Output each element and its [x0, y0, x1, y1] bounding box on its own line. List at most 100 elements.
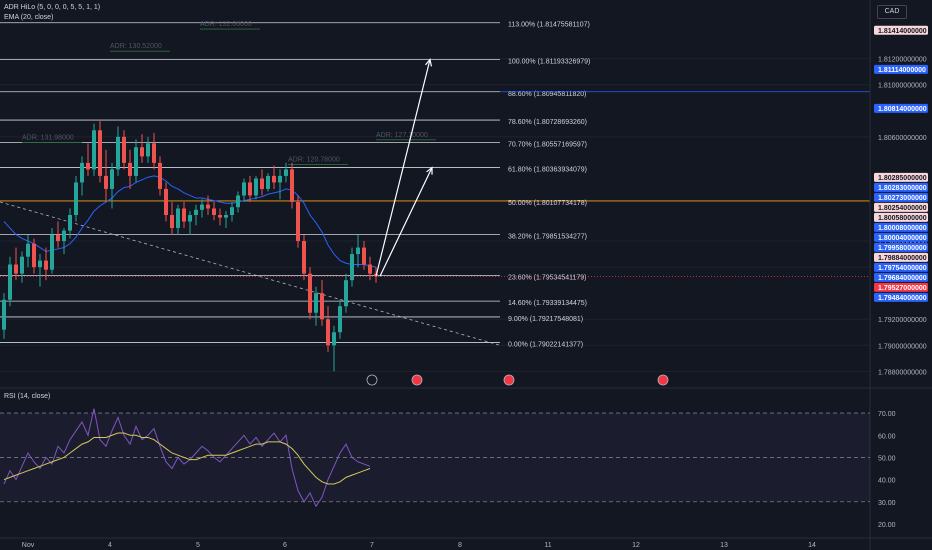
fib-level-label: 78.60% (1.80728693260) [508, 119, 587, 126]
time-tick-label: 7 [370, 542, 374, 549]
candle-body [200, 204, 204, 210]
candle-body [350, 254, 354, 281]
rsi-tick-label: 20.00 [878, 522, 896, 529]
price-tag-label: 1.79884000000 [878, 255, 927, 262]
price-tag-label: 1.80283000000 [878, 185, 927, 192]
candle-body [176, 208, 180, 229]
adr-label: ADR: 127.10000 [376, 132, 428, 139]
candle-body [38, 260, 42, 268]
price-tag-label: 1.81414000000 [878, 28, 927, 35]
projection-arrow [375, 59, 431, 277]
candle-body [218, 215, 222, 218]
candle-body [314, 293, 318, 313]
candle-body [80, 162, 84, 183]
candle-body [290, 169, 294, 202]
fib-level-label: 50.00% (1.80107734178) [508, 200, 587, 207]
candle-body [170, 215, 174, 229]
time-tick-label: 12 [632, 542, 640, 549]
price-tick-label: 1.79000000000 [878, 343, 927, 350]
adr-label: ADR: 131.98000 [22, 134, 74, 141]
candle-body [296, 201, 300, 242]
price-tag-label: 1.80285000000 [878, 175, 927, 182]
price-tag [874, 242, 928, 252]
price-tag-label: 1.80058000000 [878, 215, 927, 222]
price-tag-label: 1.79684000000 [878, 275, 927, 282]
price-tag [874, 232, 928, 242]
currency-label[interactable]: CAD [877, 5, 907, 19]
candle-body [182, 208, 186, 222]
candle-body [326, 319, 330, 346]
adr-label: ADR: 130.52000 [110, 43, 162, 50]
candle-body [362, 247, 366, 265]
candle-body [14, 264, 18, 274]
price-tick-label: 1.81200000000 [878, 57, 927, 64]
adr-hilo-indicator-title[interactable]: ADR HiLo (5, 0, 0, 0, 5, 5, 1, 1) [4, 4, 101, 11]
fib-level-label: 0.00% (1.79022141377) [508, 341, 583, 348]
time-tick-label: 14 [808, 542, 816, 549]
candle-body [110, 169, 114, 189]
time-tick-label: Nov [22, 542, 35, 549]
candle-body [338, 306, 342, 333]
candle-body [344, 280, 348, 307]
rsi-ma-line [3, 432, 371, 485]
price-tag-label: 1.79958000000 [878, 245, 927, 252]
candle-body [278, 175, 282, 183]
candle-body [20, 256, 24, 274]
fib-level-label: 61.80% (1.80363934079) [508, 167, 587, 174]
candle-body [320, 293, 324, 320]
candle-body [26, 243, 30, 257]
rsi-tick-label: 50.00 [878, 455, 896, 462]
candle-body [368, 264, 372, 274]
event-marker-icon [657, 374, 669, 386]
candle-body [92, 130, 96, 170]
price-tag [874, 64, 928, 74]
time-tick-label: 4 [108, 542, 112, 549]
price-tick-label: 1.78800000000 [878, 369, 927, 376]
rsi-indicator-title[interactable]: RSI (14, close) [4, 393, 51, 400]
candle-body [254, 178, 258, 196]
candle-body [230, 207, 234, 215]
time-tick-label: 11 [544, 542, 551, 549]
candle-body [152, 143, 156, 163]
price-tag [874, 103, 928, 113]
candle-body [272, 175, 276, 183]
candle-body [32, 243, 36, 268]
candle-body [56, 234, 60, 242]
candle-body [140, 147, 144, 157]
candle-body [308, 273, 312, 313]
rsi-tick-label: 70.00 [878, 411, 896, 418]
candle-body [146, 143, 150, 157]
candle-body [332, 332, 336, 346]
ema-indicator-title[interactable]: EMA (20, close) [4, 14, 54, 21]
adr-label: ADR: 132.06000 [200, 21, 252, 28]
candle-body [236, 195, 240, 208]
price-tag [874, 262, 928, 272]
price-tag-label: 1.80004000000 [878, 235, 927, 242]
candle-body [2, 299, 6, 330]
fib-level-label: 38.20% (1.79851534277) [508, 233, 587, 240]
fib-level-label: 14.60% (1.79339134475) [508, 300, 587, 307]
ema-line [3, 175, 377, 268]
candle-body [98, 130, 102, 176]
price-tick-label: 1.80600000000 [878, 135, 927, 142]
candle-body [302, 241, 306, 274]
candle-body [242, 182, 246, 196]
price-tag [874, 282, 928, 292]
candle-body [188, 215, 192, 222]
projection-arrowhead [425, 58, 433, 67]
event-marker-icon [411, 374, 423, 386]
projection-arrow [379, 167, 433, 277]
rsi-line [3, 408, 371, 508]
candle-body [68, 215, 72, 231]
candle-body [206, 204, 210, 209]
price-tag [874, 192, 928, 202]
price-tag-label: 1.79484000000 [878, 295, 927, 302]
time-tick-label: 8 [458, 542, 462, 549]
time-tick-label: 13 [720, 542, 728, 549]
rsi-tick-label: 60.00 [878, 433, 896, 440]
fib-level-label: 70.70% (1.80557169597) [508, 141, 587, 148]
price-tag-label: 1.80814000000 [878, 106, 927, 113]
candle-body [194, 209, 198, 215]
price-tag-label: 1.79527000000 [878, 285, 927, 292]
